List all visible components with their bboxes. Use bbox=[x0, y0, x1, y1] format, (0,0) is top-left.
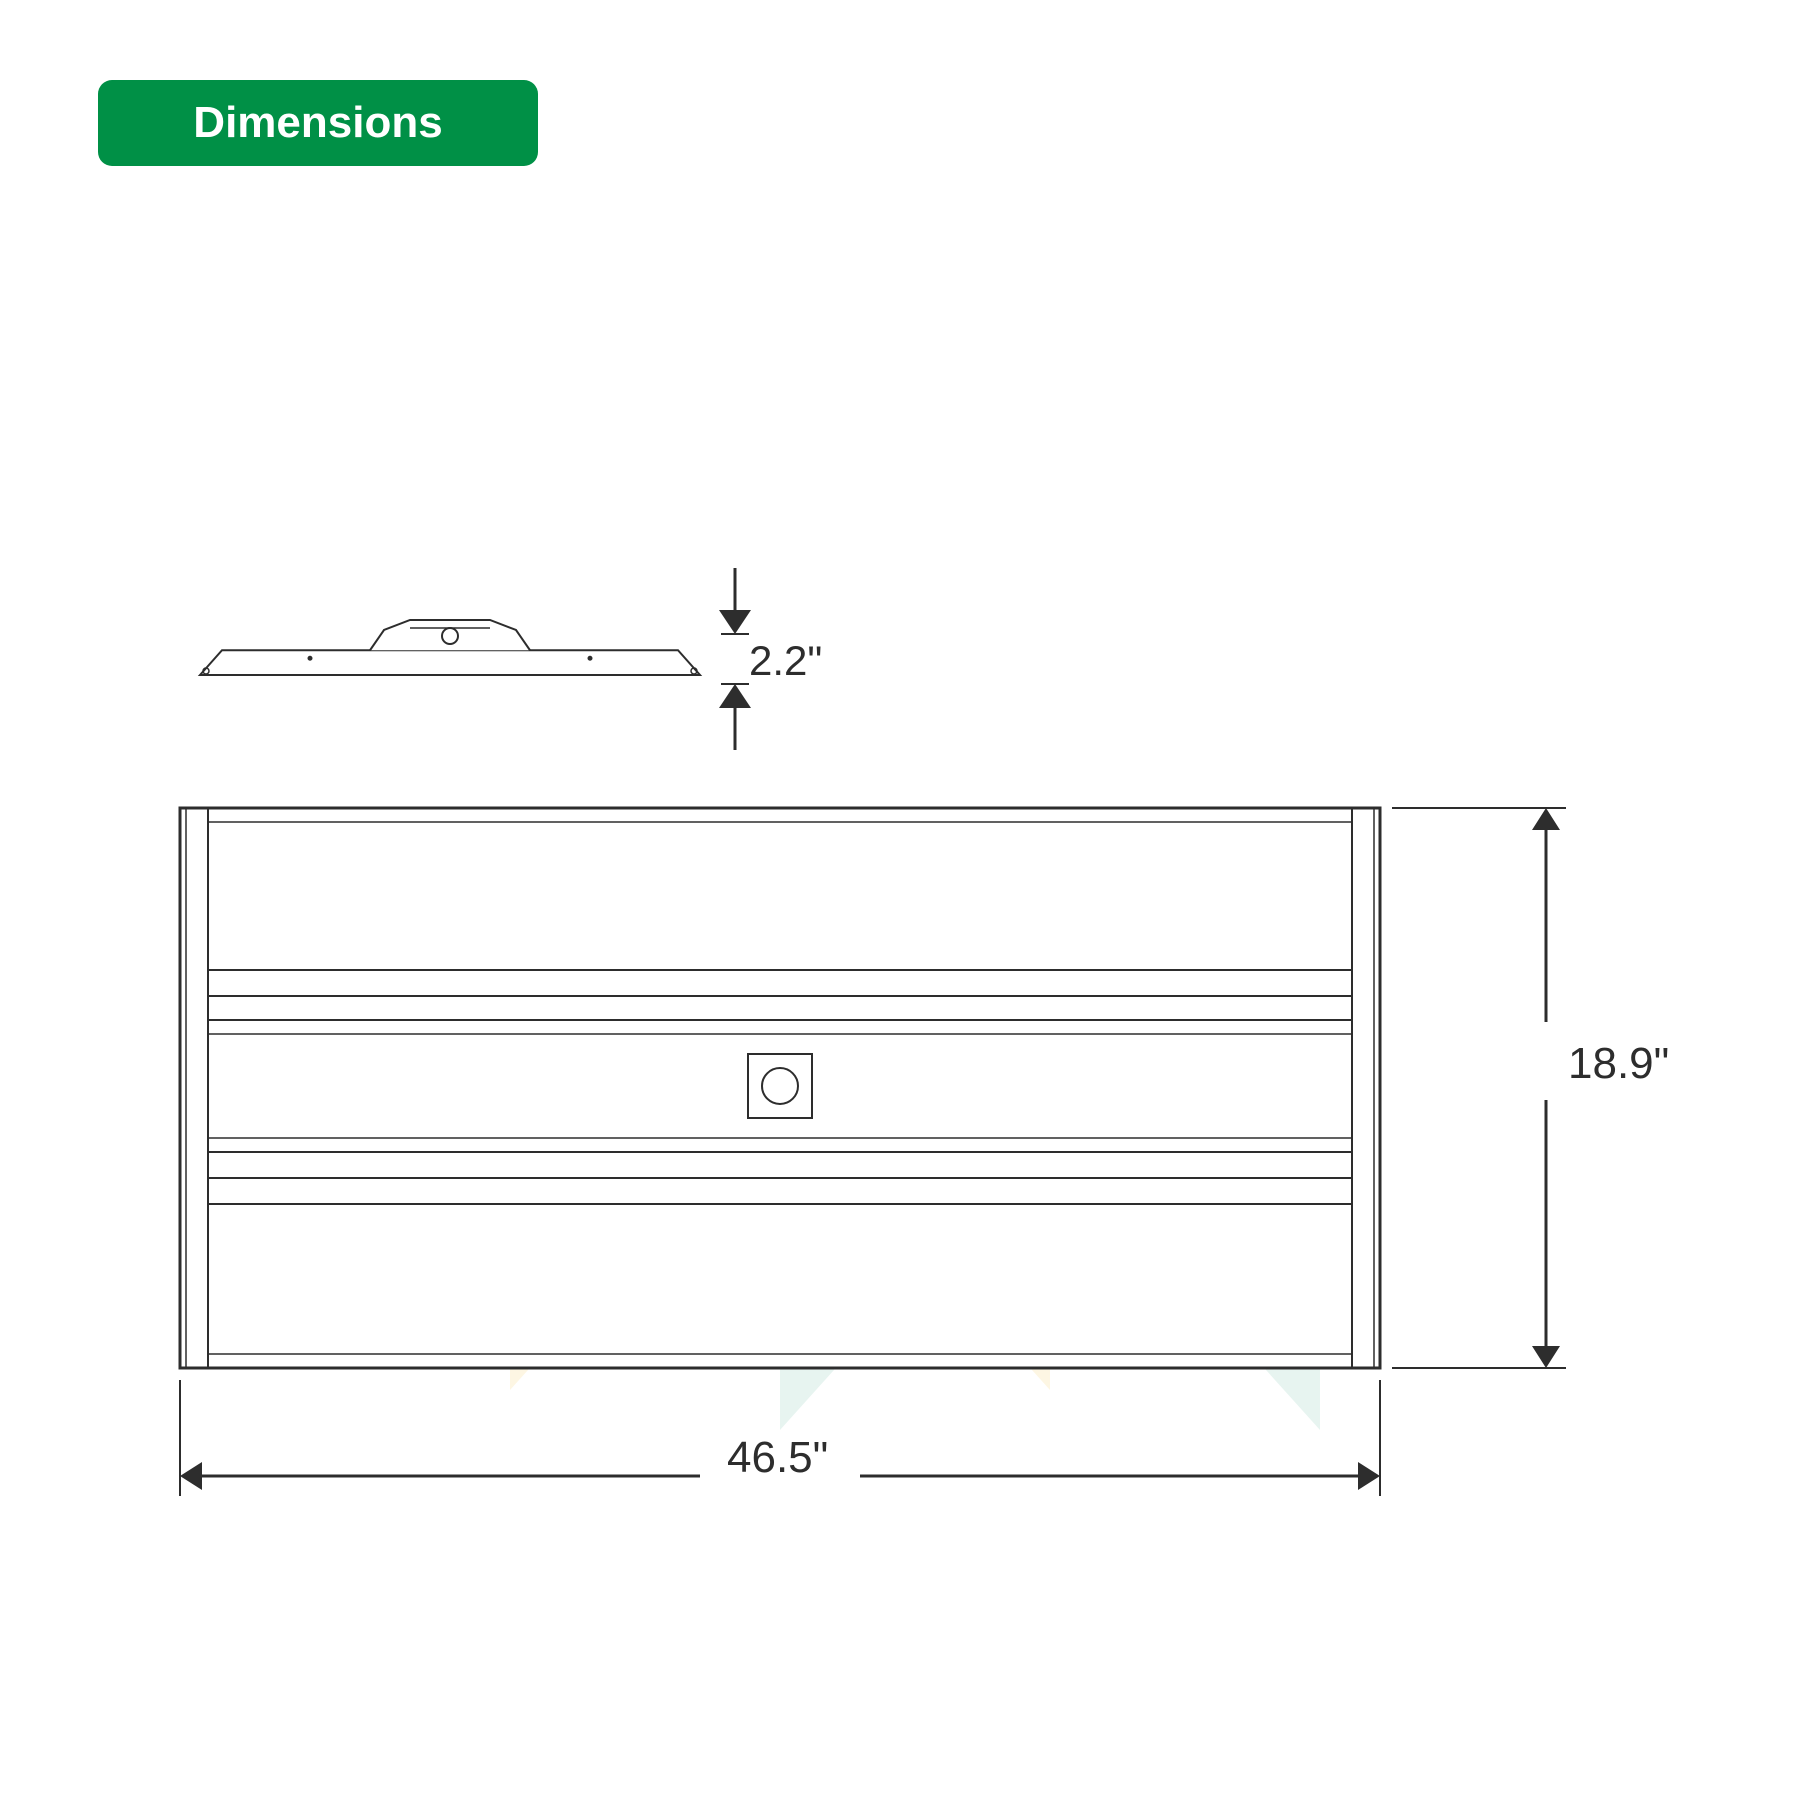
thickness-label: 2.2" bbox=[749, 637, 822, 685]
width-label: 46.5" bbox=[727, 1433, 828, 1483]
dimension-diagram bbox=[0, 0, 1796, 1796]
height-label: 18.9" bbox=[1568, 1039, 1669, 1089]
